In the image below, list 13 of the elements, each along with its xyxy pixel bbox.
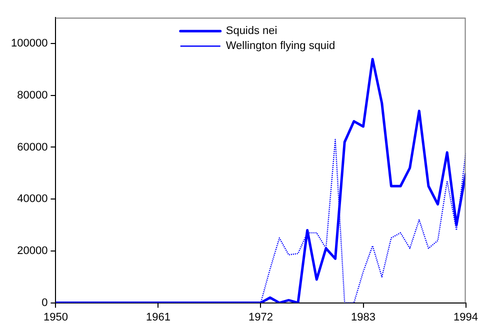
y-tick-label: 40000: [17, 193, 48, 206]
x-tick-label: 1961: [146, 311, 170, 324]
x-tick-label: 1983: [351, 311, 376, 324]
y-tick-label: 20000: [17, 244, 48, 257]
legend-label: Squids nei: [226, 25, 278, 38]
y-tick-label: 80000: [17, 89, 48, 102]
y-tick-label: 100000: [10, 38, 48, 50]
x-tick-label: 1972: [248, 311, 273, 324]
x-tick-label: 1994: [454, 311, 478, 324]
x-tick-label: 1950: [43, 311, 68, 324]
y-tick-label: 60000: [17, 141, 48, 154]
y-tick-label: 0: [42, 296, 48, 309]
legend-label: Wellington flying squid: [226, 40, 336, 52]
